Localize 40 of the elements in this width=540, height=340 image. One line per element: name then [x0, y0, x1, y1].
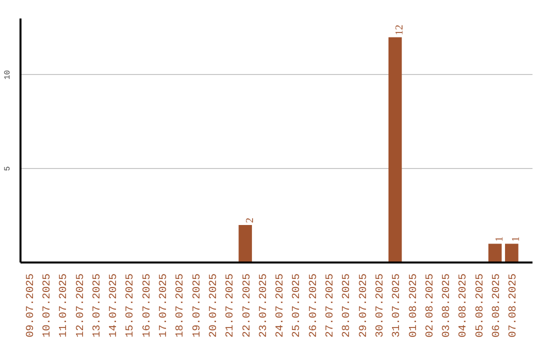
- x-tick-label: 16.07.2025: [141, 273, 154, 338]
- x-tick-label: 17.07.2025: [158, 273, 170, 338]
- x-tick-label: 22.07.2025: [241, 273, 254, 338]
- x-tick-label: 14.07.2025: [108, 273, 120, 338]
- x-tick-label: 03.08.2025: [441, 273, 454, 338]
- x-tick-label: 07.08.2025: [508, 273, 520, 338]
- data-label: 1: [511, 236, 522, 242]
- x-tick-label: 25.07.2025: [291, 273, 304, 338]
- data-label: 1: [494, 236, 506, 242]
- x-tick-label: 21.07.2025: [224, 273, 237, 338]
- x-tick-label: 11.07.2025: [58, 273, 70, 338]
- x-tick-label: 31.07.2025: [391, 273, 404, 338]
- x-tick-label: 29.07.2025: [358, 273, 370, 338]
- x-tick-label: 13.07.2025: [91, 273, 104, 338]
- x-tick-label: 19.07.2025: [191, 273, 204, 338]
- x-tick-label: 30.07.2025: [374, 273, 386, 338]
- data-label: 12: [394, 24, 406, 36]
- x-tick-label: 15.07.2025: [124, 273, 137, 338]
- bar: [488, 244, 502, 262]
- x-tick-label: 23.07.2025: [258, 273, 270, 338]
- x-tick-label: 28.07.2025: [341, 273, 354, 338]
- x-tick-label: 10.07.2025: [41, 273, 54, 338]
- x-tick-label: 04.08.2025: [458, 273, 470, 338]
- y-tick-label: 5: [4, 166, 12, 172]
- x-tick-label: 24.07.2025: [274, 273, 287, 338]
- x-tick-label: 27.07.2025: [324, 273, 337, 338]
- bar: [238, 224, 252, 262]
- x-tick-label: 20.07.2025: [208, 273, 220, 338]
- x-tick-label: 18.07.2025: [174, 273, 187, 338]
- data-label: 2: [244, 218, 256, 223]
- x-tick-label: 12.07.2025: [74, 273, 87, 338]
- x-tick-label: 06.08.2025: [491, 273, 504, 338]
- bar: [388, 37, 402, 262]
- x-tick-label: 26.07.2025: [308, 273, 320, 338]
- x-tick-label: 05.08.2025: [474, 273, 486, 338]
- x-tick-label: 09.07.2025: [24, 273, 37, 338]
- x-tick-label: 01.08.2025: [408, 273, 420, 338]
- y-tick-label: 10: [4, 70, 12, 80]
- bar: [505, 244, 518, 262]
- x-tick-label: 02.08.2025: [424, 273, 436, 338]
